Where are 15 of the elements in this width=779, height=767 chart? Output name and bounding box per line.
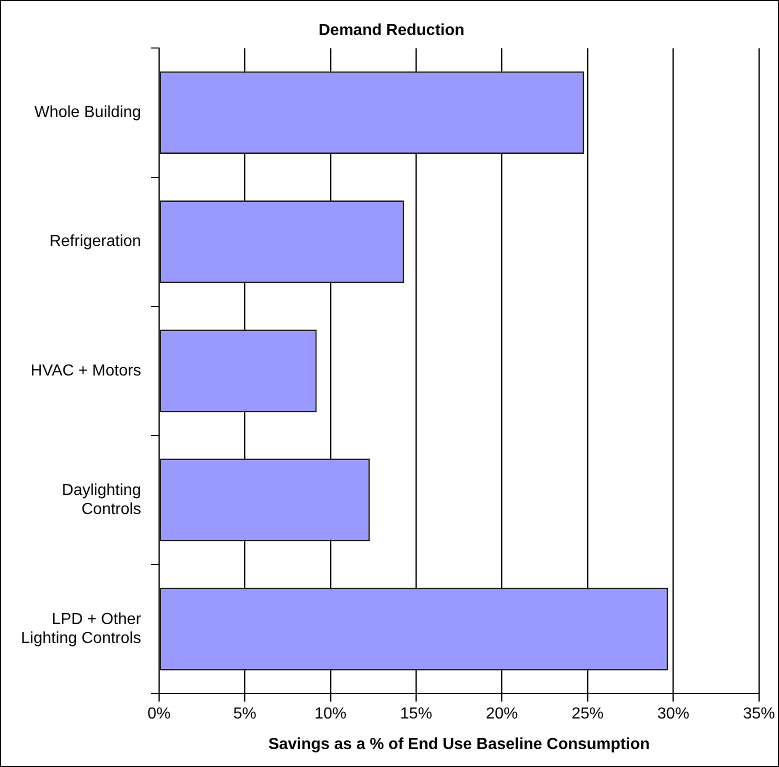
x-tick-label: 15% — [400, 706, 432, 723]
y-tick-label: Refrigeration — [49, 233, 142, 250]
x-tick-label: 0% — [148, 706, 171, 723]
y-tick-label: Daylighting Controls — [62, 482, 142, 518]
y-tick-label: Whole Building — [34, 104, 142, 122]
x-tick-label: 35% — [742, 706, 776, 723]
chart-title: Demand Reduction — [318, 22, 464, 40]
x-tick-label: 30% — [657, 706, 690, 723]
x-tick-label: 25% — [572, 706, 604, 723]
x-tick-label: 20% — [486, 706, 518, 723]
x-tick-label: 5% — [233, 706, 256, 723]
x-axis-title: Savings as a % of End Use Baseline Consumption — [268, 736, 650, 753]
y-tick-label: HVAC + Motors — [30, 362, 142, 380]
y-tick-label: LPD + Other Lighting Controls — [20, 610, 142, 648]
x-tick-label: 10% — [314, 706, 346, 723]
